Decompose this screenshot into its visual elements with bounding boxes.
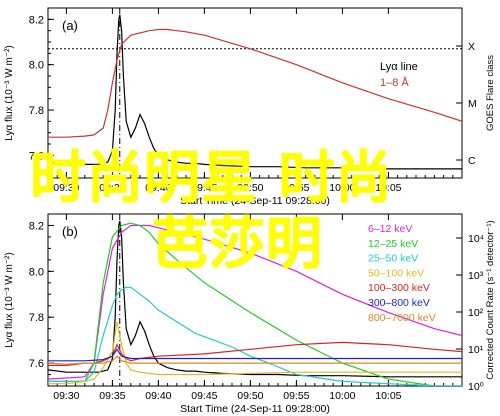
legend-entry: 300–800 keV <box>368 297 430 309</box>
right-tick-label: 10¹ <box>468 344 484 356</box>
y-tick-label: 8.2 <box>29 220 44 232</box>
right-axis-label: Corrected Count Rate (s⁻¹ detector⁻¹) <box>485 220 496 379</box>
legend-entry: 1–8 Å <box>380 76 409 89</box>
legend-entry: 6–12 keV <box>368 223 412 235</box>
panel-label: (a) <box>62 18 78 33</box>
x-tick-label: 10:05 <box>375 390 401 402</box>
right-tick-label: 10³ <box>468 270 484 282</box>
plot-area <box>48 220 462 386</box>
legend-entry: 50–100 keV <box>368 267 424 279</box>
x-axis-label: Start Time (24-Sep-11 09:28:00) <box>180 403 330 415</box>
y-tick-label: 8.0 <box>29 60 44 72</box>
series-line-1-8 <box>48 28 462 138</box>
y-tick-label: 8.2 <box>29 14 44 26</box>
y-tick-label: 7.8 <box>29 105 44 117</box>
series-line-300-800-kev <box>48 348 462 362</box>
x-tick-label: 09:50 <box>237 182 263 194</box>
x-tick-label: 09:45 <box>191 390 217 402</box>
y-axis-label: Lyα flux (10⁻³ W m⁻²) <box>4 252 15 347</box>
x-tick-label: 09:30 <box>53 182 79 194</box>
right-axis-label: GOES Flare class <box>485 55 496 131</box>
x-tick-label: 09:35 <box>99 182 125 194</box>
x-tick-label: 10:00 <box>329 390 355 402</box>
series-line-800-7000-kev <box>48 355 462 365</box>
legend-entry: Lyα line <box>380 61 418 73</box>
legend-entry: 800–7000 keV <box>368 312 436 324</box>
x-tick-label: 09:55 <box>283 182 309 194</box>
right-tick-label: X <box>468 41 475 53</box>
right-tick-label: C <box>468 155 476 167</box>
legend: Lyα line 1–8 Å <box>380 61 418 89</box>
right-tick-label: 10² <box>468 307 484 319</box>
x-tick-label: 09:40 <box>145 182 171 194</box>
panel-label: (b) <box>62 224 78 239</box>
right-tick-label: 10⁰ <box>468 381 484 393</box>
x-tick-label: 10:05 <box>375 182 401 194</box>
y-tick-label: 7.6 <box>29 150 44 162</box>
x-axis-label: Start Time (24-Sep-11 09:28:00) <box>180 195 330 207</box>
legend-entry: 25–50 keV <box>368 253 418 265</box>
x-tick-label: 10:00 <box>329 182 355 194</box>
plot-area <box>48 14 462 170</box>
x-tick-label: 09:35 <box>99 390 125 402</box>
x-tick-label: 09:30 <box>53 390 79 402</box>
y-tick-label: 8.0 <box>29 266 44 278</box>
legend: 6–12 keV 12–25 keV 25–50 keV 50–100 keV 100–… <box>368 223 436 324</box>
x-tick-label: 09:50 <box>237 390 263 402</box>
y-tick-label: 7.8 <box>29 312 44 324</box>
y-axis-label: Lyα flux (10⁻³ W m⁻²) <box>4 45 15 140</box>
series-line-25-50-kev <box>48 286 462 386</box>
right-tick-label: 10⁴ <box>468 233 484 245</box>
chart-panel-b: 7.6 7.8 8.0 8.2 09:30 09:35 09:40 09:45 09:50 09:… <box>4 213 496 415</box>
series-line-6-12-kev <box>48 224 462 380</box>
right-tick-label: M <box>468 98 477 110</box>
x-tick-label: 09:40 <box>145 390 171 402</box>
plot-frame <box>47 213 463 387</box>
y-tick-label: 7.6 <box>29 358 44 370</box>
legend-entry: 12–25 keV <box>368 238 418 250</box>
x-tick-label: 09:45 <box>191 182 217 194</box>
plot-frame <box>47 7 463 179</box>
series-line-ly-line <box>48 14 462 170</box>
chart-panel-a: 7.6 7.8 8.0 8.2 09:30 09:35 09:40 09:45 09:50 09:… <box>4 7 496 207</box>
series-line-12-25-kev <box>48 222 462 386</box>
x-tick-label: 09:55 <box>283 390 309 402</box>
series-line-50-100-kev <box>48 321 462 385</box>
legend-entry: 100–300 keV <box>368 282 430 294</box>
